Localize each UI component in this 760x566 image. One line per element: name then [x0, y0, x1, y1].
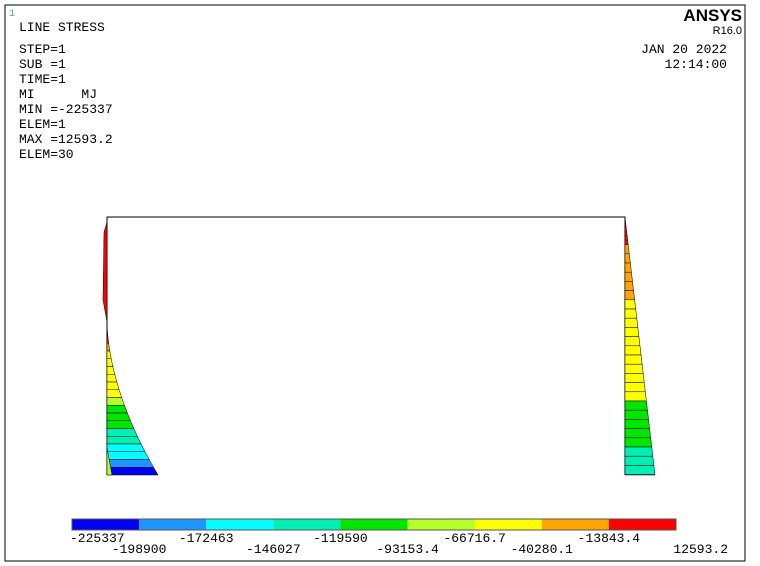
legend-label: -146027: [246, 542, 301, 557]
legend-swatch: [407, 519, 475, 530]
window-number: 1: [9, 9, 15, 20]
stress-strip: [106, 428, 138, 437]
stress-strip: [624, 373, 645, 383]
legend-label: -13843.4: [578, 531, 641, 546]
stress-strip: [624, 363, 644, 374]
info-line: SUB =1: [19, 57, 66, 72]
legend-label: -93153.4: [376, 542, 439, 557]
stress-strip: [624, 308, 638, 319]
legend-label: 12593.2: [673, 542, 728, 557]
legend-label: -225337: [70, 531, 125, 546]
stress-strip: [624, 327, 640, 337]
stress-strip: [624, 281, 634, 291]
stress-strip: [106, 405, 128, 414]
stress-strip: [624, 253, 631, 264]
logo: ANSYS: [683, 6, 742, 25]
stress-strip: [106, 443, 146, 452]
stress-strip: [106, 412, 131, 421]
legend-label: -66716.7: [443, 531, 505, 546]
legend-swatch: [206, 519, 274, 530]
stress-strip: [106, 381, 120, 390]
legend-swatch: [340, 519, 408, 530]
legend-label: -198900: [112, 542, 167, 557]
stress-strip: [624, 271, 633, 282]
stress-strip: [624, 428, 651, 439]
plot-title: LINE STRESS: [19, 20, 105, 35]
stress-strip: [624, 354, 643, 365]
stress-strip: [102, 221, 108, 323]
info-line: MI MJ: [19, 87, 97, 102]
legend-label: -172463: [179, 531, 234, 546]
stress-strip: [624, 336, 641, 347]
time: 12:14:00: [665, 57, 727, 72]
stress-strip: [106, 459, 154, 468]
stress-strip: [106, 397, 125, 406]
model: [102, 216, 656, 476]
stress-strip: [624, 317, 639, 328]
stress-strip: [624, 419, 650, 429]
stress-strip: [106, 389, 122, 398]
info-line: MIN =-225337: [19, 102, 113, 117]
plot-frame: [4, 4, 746, 562]
stress-strip: [106, 420, 135, 429]
info-line: ELEM=30: [19, 147, 74, 162]
stress-strip: [624, 400, 648, 411]
legend: -225337-198900 -172463 -146027 -119590 -9315…: [70, 518, 728, 557]
legend-swatch: [474, 519, 542, 530]
legend-swatch: [541, 519, 609, 530]
info-line: ELEM=1: [19, 117, 66, 132]
stress-strip: [624, 382, 646, 393]
stress-strip: [624, 455, 655, 466]
stress-strip: [106, 436, 142, 445]
legend-swatch: [608, 519, 676, 530]
stress-strip: [624, 446, 654, 457]
legend-label: -40280.1: [511, 542, 574, 557]
info-line: STEP=1: [19, 42, 66, 57]
stress-strip: [624, 299, 636, 310]
stress-strip: [106, 447, 113, 476]
version: R16.0: [713, 25, 742, 37]
stress-strip: [106, 451, 150, 460]
stress-strip: [624, 290, 635, 301]
info-line: MAX =12593.2: [19, 132, 113, 147]
stress-strip: [624, 345, 642, 356]
legend-swatch: [139, 519, 207, 530]
legend-swatch: [273, 519, 341, 530]
stress-strip: [624, 409, 649, 420]
stress-strip: [624, 391, 647, 402]
legend-label: -119590: [313, 531, 368, 546]
date: JAN 20 2022: [641, 42, 727, 57]
legend-swatch: [72, 519, 140, 530]
stress-strip: [624, 437, 653, 448]
stress-strip: [106, 467, 159, 476]
legend-border: [71, 518, 677, 531]
info-line: TIME=1: [19, 72, 66, 87]
stress-strip: [624, 262, 632, 273]
stress-strip: [624, 465, 656, 475]
